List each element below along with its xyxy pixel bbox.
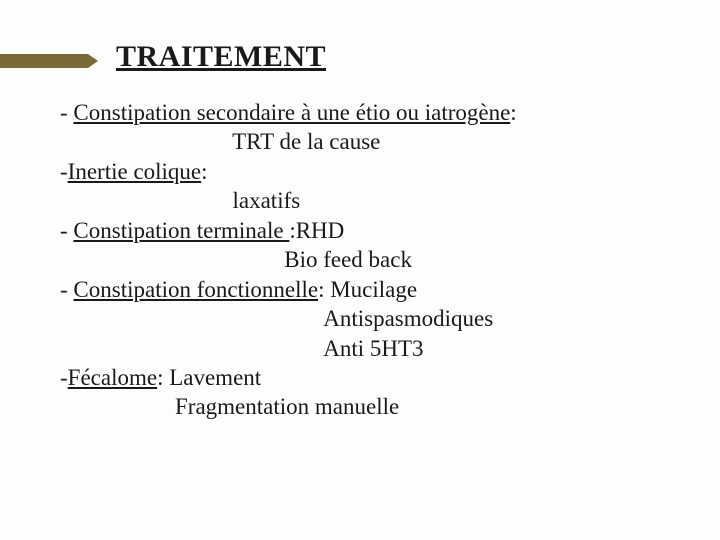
dash: - (60, 100, 73, 125)
body-line: - Constipation secondaire à une étio ou … (60, 98, 680, 127)
underlined-term: Inertie colique (68, 159, 201, 184)
body-line: TRT de la cause (60, 127, 680, 156)
body-line: Anti 5HT3 (60, 334, 680, 363)
indent (60, 336, 323, 361)
after-text: : Mucilage (318, 277, 417, 302)
plain-text: Bio feed back (284, 247, 412, 272)
indent (60, 394, 175, 419)
after-text: : Lavement (157, 365, 261, 390)
body-line: Fragmentation manuelle (60, 392, 680, 421)
body-line: -Fécalome: Lavement (60, 363, 680, 392)
body-line: Antispasmodiques (60, 304, 680, 333)
dash: - (60, 277, 73, 302)
body-line: Bio feed back (60, 245, 680, 274)
indent (60, 306, 323, 331)
plain-text: Antispasmodiques (323, 306, 493, 331)
body-line: - Constipation terminale :RHD (60, 216, 680, 245)
plain-text: Anti 5HT3 (323, 336, 423, 361)
underlined-term: Constipation secondaire à une étio ou ia… (73, 100, 510, 125)
indent (60, 188, 233, 213)
body-line: -Inertie colique: (60, 157, 680, 186)
underlined-term: Fécalome (68, 365, 157, 390)
after-text: :RHD (289, 218, 344, 243)
slide-title: TRAITEMENT (116, 40, 326, 74)
plain-text: TRT de la cause (232, 129, 380, 154)
body-line: - Constipation fonctionnelle: Mucilage (60, 275, 680, 304)
plain-text: laxatifs (233, 188, 301, 213)
after-text: : (201, 159, 207, 184)
dash: - (60, 218, 73, 243)
accent-bar (0, 54, 88, 68)
underlined-term: Constipation fonctionnelle (73, 277, 318, 302)
dash: - (60, 159, 68, 184)
body-text: - Constipation secondaire à une étio ou … (60, 98, 680, 422)
accent-arrow (88, 54, 98, 68)
plain-text: Fragmentation manuelle (175, 394, 399, 419)
after-text: : (510, 100, 516, 125)
body-line: laxatifs (60, 186, 680, 215)
underlined-term: Constipation terminale (73, 218, 289, 243)
dash: - (60, 365, 68, 390)
indent (60, 129, 232, 154)
indent (60, 247, 284, 272)
